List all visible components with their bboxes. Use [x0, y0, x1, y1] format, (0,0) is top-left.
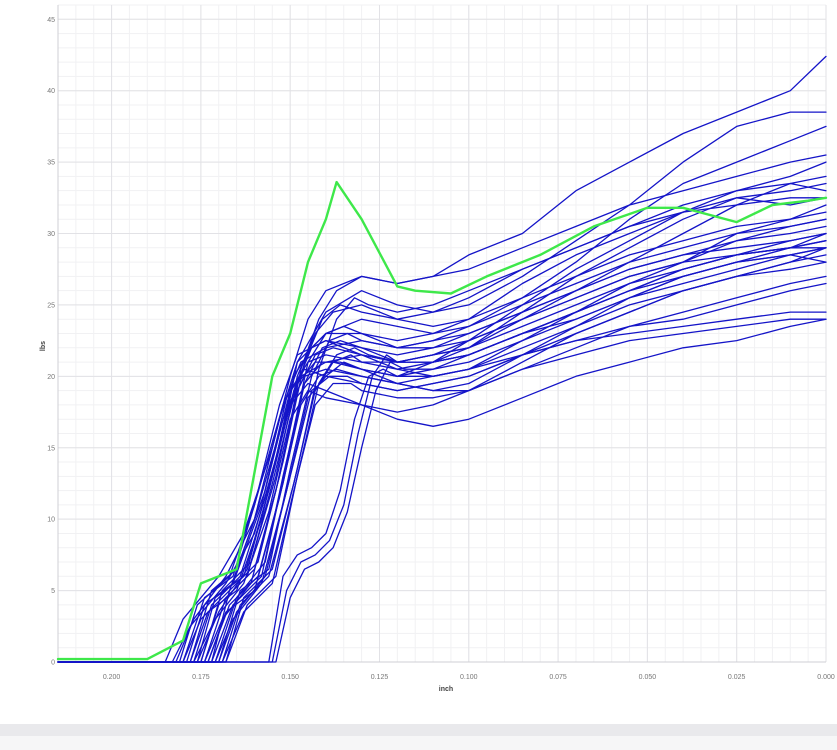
series-line-31 [57, 240, 827, 663]
next-card-edge [0, 736, 837, 750]
series-line-29 [57, 240, 827, 663]
y-tick-label: 40 [47, 88, 55, 95]
y-tick-label: 10 [47, 517, 55, 524]
series-line-20 [57, 182, 827, 663]
x-tick-label: 0.175 [192, 674, 210, 681]
x-tick-label: 0.025 [728, 674, 746, 681]
series-line-12 [57, 218, 827, 663]
highlighted-series-line [56, 180, 828, 661]
series-line-23 [57, 197, 827, 663]
x-tick-label: 0.075 [549, 674, 567, 681]
y-tick-label: 30 [47, 231, 55, 238]
series-line-15 [57, 211, 827, 663]
y-axis-label: lbs [40, 341, 47, 351]
series-line-10 [57, 318, 827, 663]
x-tick-label: 0.125 [371, 674, 389, 681]
y-tick-label: 0 [51, 660, 55, 667]
series-line-25 [57, 218, 827, 663]
x-tick-label: 0.100 [460, 674, 478, 681]
y-tick-label: 35 [47, 160, 55, 167]
minor-gridlines [57, 4, 827, 663]
series-line-2 [57, 111, 827, 663]
series-line-8 [57, 275, 827, 663]
y-tick-label: 20 [47, 374, 55, 381]
y-tick-label: 45 [47, 17, 55, 24]
series-line-27 [57, 318, 827, 663]
series-line-22 [57, 161, 827, 663]
y-tick-label: 25 [47, 302, 55, 309]
series-line-17 [57, 154, 827, 663]
series-line-30 [57, 247, 827, 663]
x-axis-label: inch [439, 686, 453, 693]
series-layer [56, 55, 828, 663]
tick-labels: 0 5 10 15 20 25 30 35 40 45 0.200 0.175 0.150 0.125 0.… [47, 17, 835, 681]
series-line-21 [57, 311, 827, 663]
series-line-28 [57, 197, 827, 663]
series-line-3 [57, 125, 827, 663]
x-tick-label: 0.200 [103, 674, 121, 681]
series-line-19 [57, 232, 827, 663]
x-tick-label: 0.000 [817, 674, 835, 681]
y-tick-label: 15 [47, 445, 55, 452]
x-tick-label: 0.150 [281, 674, 299, 681]
series-line-7 [57, 254, 827, 663]
series-line-32 [57, 254, 827, 663]
y-tick-label: 5 [51, 588, 55, 595]
x-tick-label: 0.050 [639, 674, 657, 681]
